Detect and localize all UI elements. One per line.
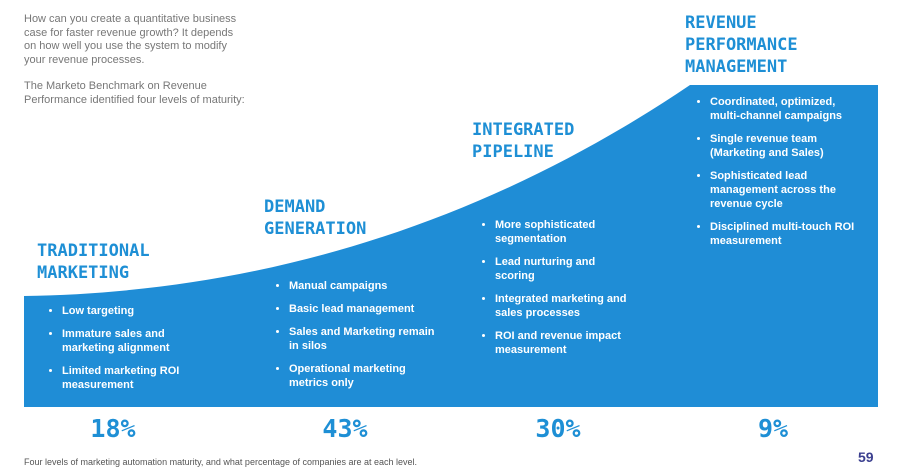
title-line: REVENUE [685, 13, 757, 33]
bullet: Limited marketing ROI measurement [62, 364, 192, 392]
title-line: GENERATION [264, 219, 367, 239]
level-title: INTEGRATED PIPELINE [472, 119, 574, 163]
page-number: 59 [858, 449, 874, 465]
bullet: Sales and Marketing remain in silos [289, 325, 439, 353]
bullet-list: Coordinated, optimized, multi-channel ca… [696, 95, 860, 257]
bullet: Single revenue team (Marketing and Sales… [710, 132, 860, 160]
intro-text: How can you create a quantitative busine… [24, 13, 237, 66]
bullet: ROI and revenue impact measurement [495, 329, 635, 357]
percent: 43% [322, 414, 368, 443]
bullet: Disciplined multi-touch ROI measurement [710, 220, 860, 248]
title-line: PERFORMANCE [685, 35, 798, 55]
percent: 30% [535, 414, 581, 443]
title-line: MARKETING [37, 263, 130, 283]
caption: Four levels of marketing automation matu… [24, 457, 418, 467]
bullet: Low targeting [62, 304, 192, 318]
level-title: TRADITIONAL MARKETING [37, 240, 150, 284]
bullet-list: More sophisticated segmentation Lead nurt… [481, 218, 635, 366]
percent: 9% [757, 414, 789, 443]
title-line: PIPELINE [472, 142, 554, 162]
intro: How can you create a quantitative busine… [24, 13, 246, 120]
bullet: Coordinated, optimized, multi-channel ca… [710, 95, 860, 123]
title-line: MANAGEMENT [685, 57, 788, 77]
bullet-list: Low targeting Immature sales and marketin… [48, 304, 192, 401]
percent: 18% [90, 414, 136, 443]
level-title: REVENUE PERFORMANCE MANAGEMENT [685, 12, 798, 78]
title-line: TRADITIONAL [37, 241, 150, 261]
title-line: INTEGRATED [472, 120, 575, 140]
intro-text: The Marketo Benchmark on Revenue Perform… [24, 80, 245, 106]
bullet: Integrated marketing and sales processes [495, 292, 635, 320]
title-line: DEMAND [264, 197, 326, 217]
bullet: Immature sales and marketing alignment [62, 327, 192, 355]
bullet: Lead nurturing and scoring [495, 255, 635, 283]
maturity-curve [24, 85, 878, 407]
bullet: Operational marketing metrics only [289, 362, 439, 390]
bullet-list: Manual campaigns Basic lead management Sal… [275, 279, 439, 399]
bullet: Basic lead management [289, 302, 439, 316]
bullet: Manual campaigns [289, 279, 439, 293]
bullet: Sophisticated lead management across the… [710, 169, 860, 211]
bullet: More sophisticated segmentation [495, 218, 635, 246]
level-title: DEMAND GENERATION [264, 196, 366, 240]
